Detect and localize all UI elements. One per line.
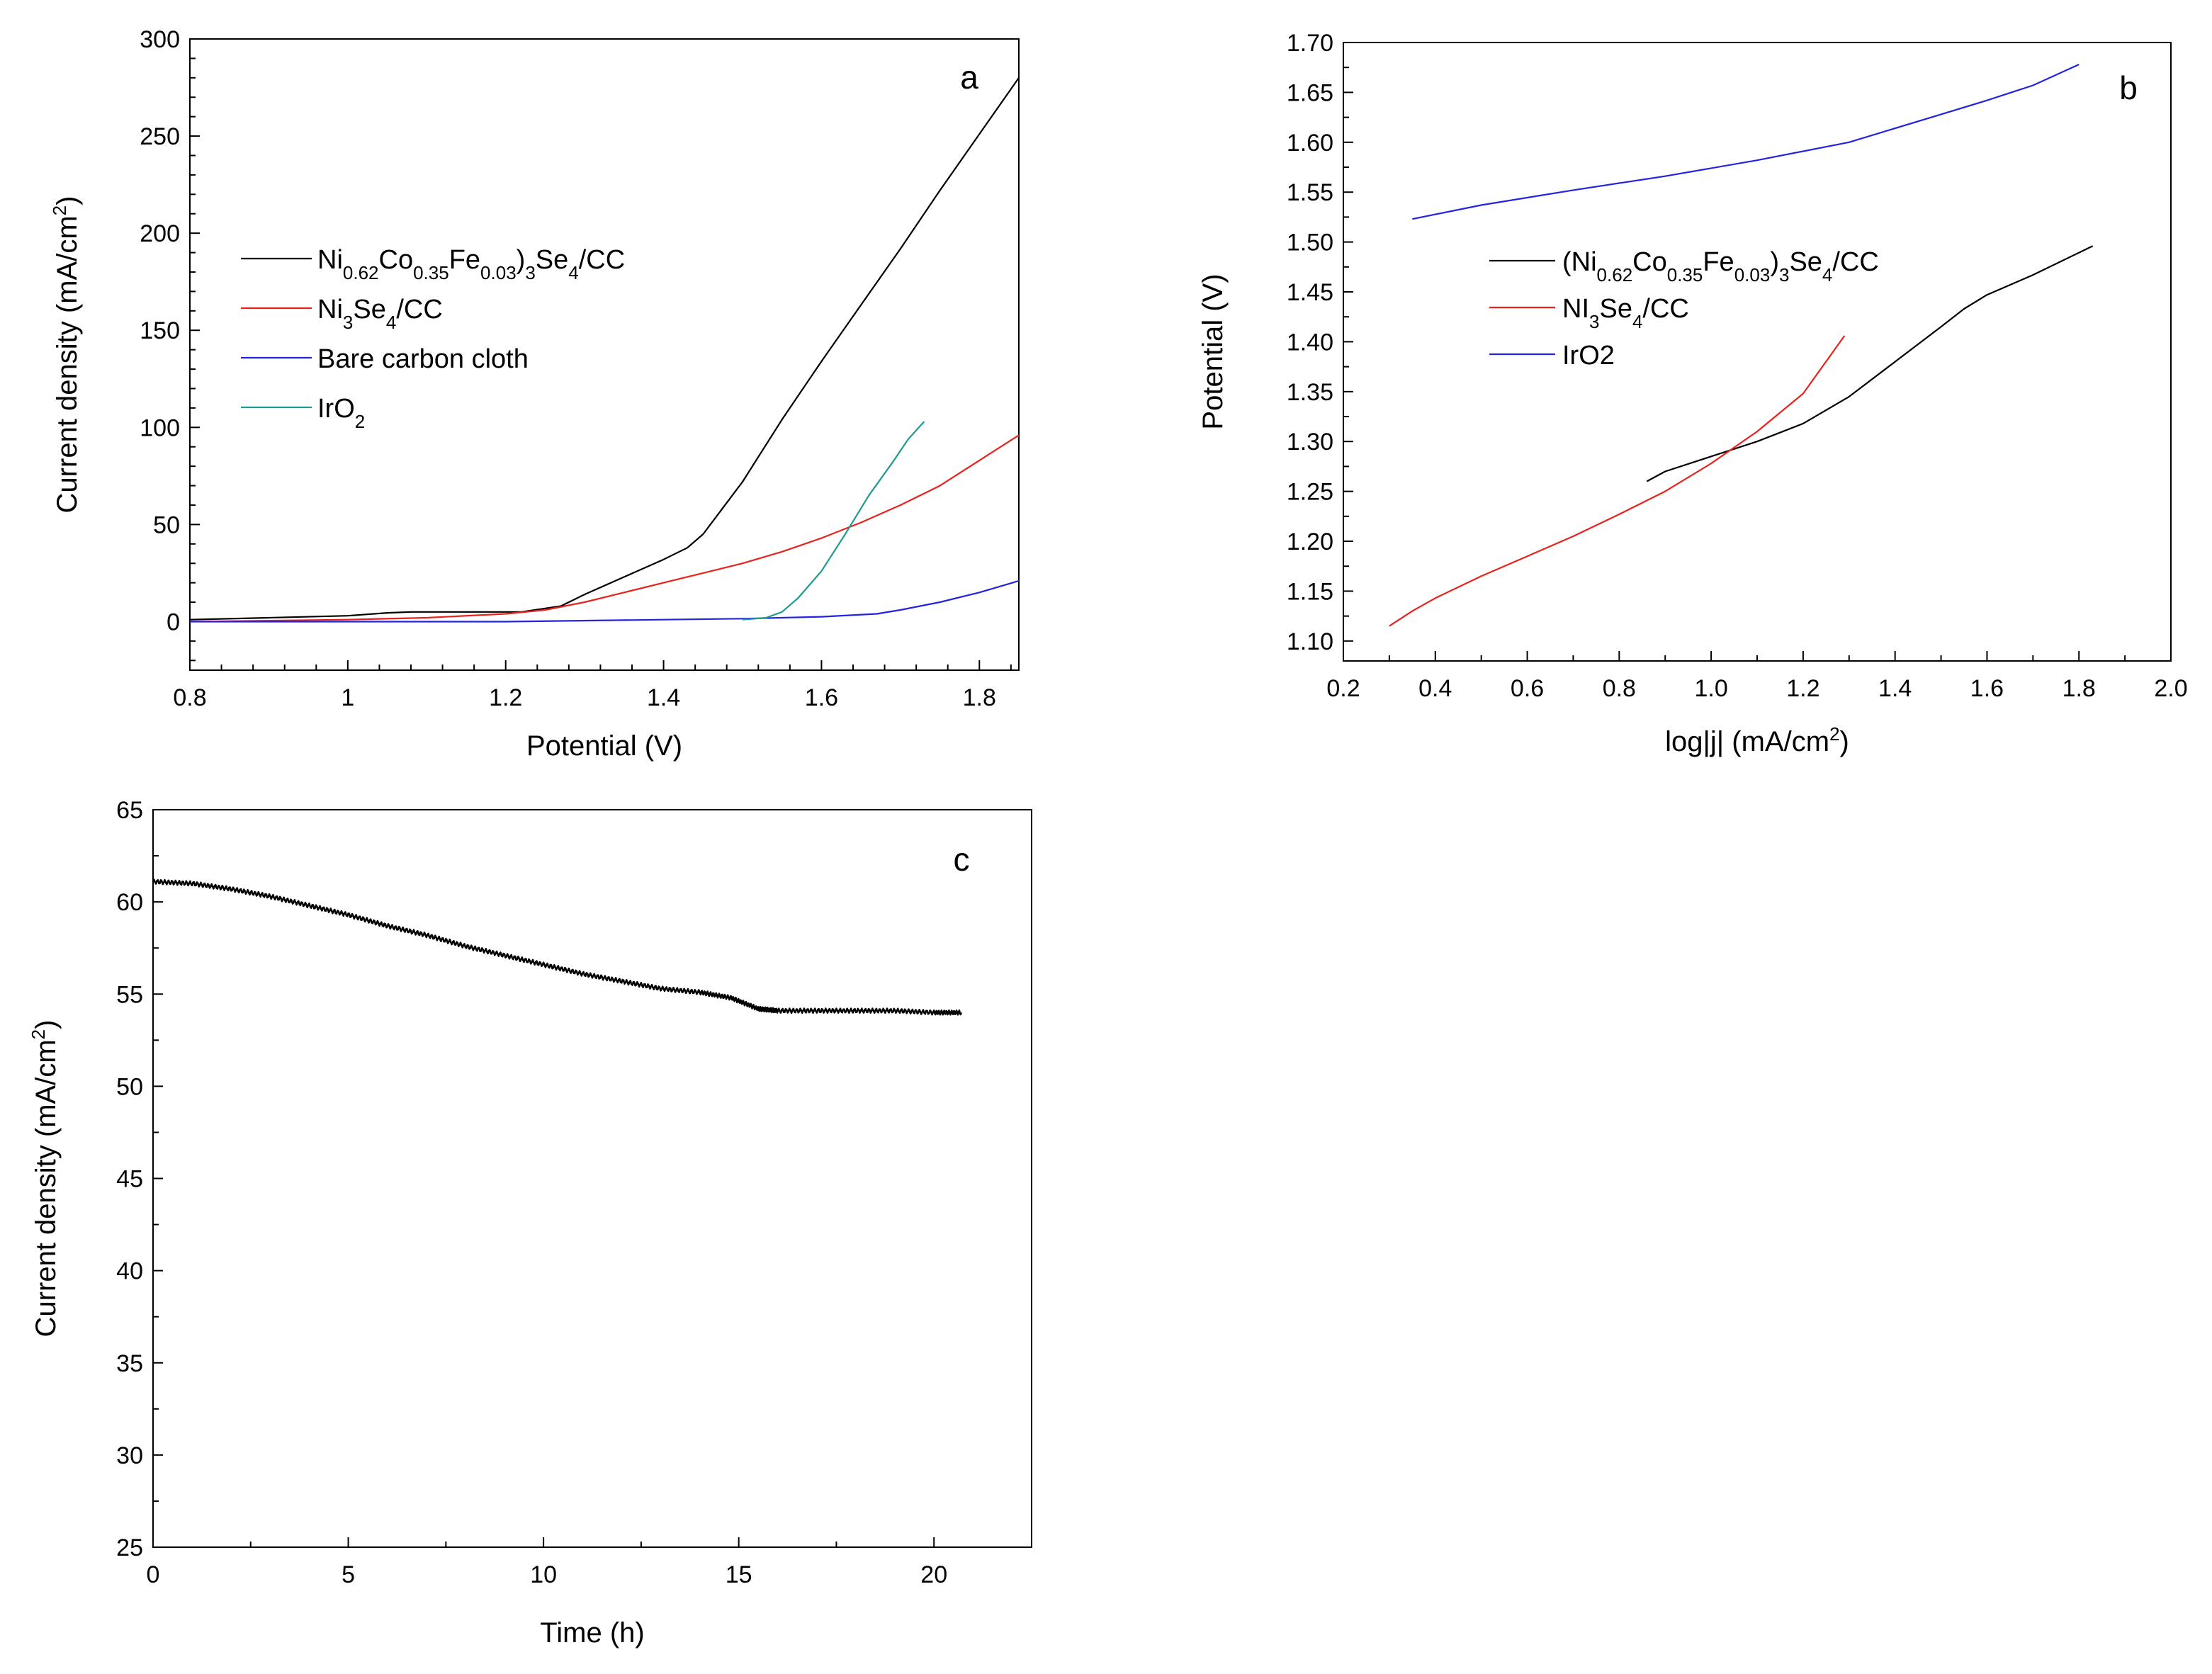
y-tick-label: 25 bbox=[116, 1534, 143, 1561]
y-axis-label: Current density (mA/cm2) bbox=[28, 1020, 62, 1337]
x-tick-label: 1.8 bbox=[2063, 675, 2096, 702]
legend-label: Ni3Se4/CC bbox=[317, 295, 443, 333]
y-tick-label: 200 bbox=[140, 220, 180, 247]
legend-label: NI3Se4/CC bbox=[1562, 294, 1689, 332]
x-tick-label: 2.0 bbox=[2154, 675, 2187, 702]
y-tick-label: 1.30 bbox=[1287, 429, 1333, 456]
y-tick-label: 40 bbox=[116, 1258, 143, 1285]
y-tick-label: 1.35 bbox=[1287, 379, 1333, 406]
y-tick-label: 1.65 bbox=[1287, 79, 1333, 106]
series-line bbox=[189, 434, 1020, 623]
y-tick-label: 50 bbox=[153, 511, 180, 538]
y-tick-label: 1.60 bbox=[1287, 130, 1333, 157]
series-line bbox=[189, 77, 1020, 621]
x-tick-label: 0.6 bbox=[1511, 675, 1544, 702]
panel-letter: b bbox=[2119, 69, 2138, 106]
series-line bbox=[742, 421, 925, 621]
series-line bbox=[1412, 63, 2080, 220]
y-tick-label: 35 bbox=[116, 1350, 143, 1377]
y-tick-label: 150 bbox=[140, 317, 180, 344]
panel-letter: c bbox=[954, 841, 970, 878]
series-line bbox=[152, 878, 962, 1016]
y-tick-label: 300 bbox=[140, 26, 180, 53]
x-tick-label: 0.8 bbox=[173, 684, 206, 711]
y-tick-label: 50 bbox=[116, 1073, 143, 1100]
panel-c-chart: 0 5 10 15 20 25 30 35 40 45 50 55 60 65 Time (h) Curren… bbox=[28, 797, 1032, 1648]
x-tick-label: 1.2 bbox=[489, 684, 522, 711]
x-tick-label: 0.8 bbox=[1603, 675, 1636, 702]
x-tick-label: 1.4 bbox=[1878, 675, 1912, 702]
y-tick-label: 0 bbox=[167, 609, 180, 635]
series-line bbox=[1389, 335, 1846, 627]
y-tick-label: 65 bbox=[116, 797, 143, 824]
y-axis-label: Current density (mA/cm2) bbox=[49, 196, 83, 514]
y-tick-label: 1.20 bbox=[1287, 528, 1333, 555]
x-tick-label: 0.4 bbox=[1418, 675, 1452, 702]
x-axis-label: Potential (V) bbox=[526, 730, 682, 762]
x-tick-label: 15 bbox=[726, 1561, 752, 1588]
x-axis-label: log|j| (mA/cm2) bbox=[1665, 723, 1849, 757]
x-tick-label: 0.2 bbox=[1326, 675, 1360, 702]
x-tick-label: 0 bbox=[147, 1561, 160, 1588]
y-tick-label: 1.40 bbox=[1287, 329, 1333, 356]
x-tick-label: 1.6 bbox=[1970, 675, 2004, 702]
panel-b-chart: 0.2 0.4 0.6 0.8 1.0 1.2 1.4 1.6 1.8 2.0 1.10 1.15 1.… bbox=[1197, 30, 2188, 757]
y-tick-label: 250 bbox=[140, 123, 180, 150]
series-line bbox=[190, 579, 1020, 623]
x-tick-label: 1.4 bbox=[647, 684, 680, 711]
series-line bbox=[1646, 245, 2094, 482]
legend-label: IrO2 bbox=[1562, 341, 1615, 371]
panel-letter: a bbox=[960, 59, 978, 96]
x-tick-label: 1.6 bbox=[805, 684, 838, 711]
y-tick-label: 55 bbox=[116, 981, 143, 1008]
x-tick-label: 1 bbox=[341, 684, 354, 711]
y-tick-label: 1.70 bbox=[1287, 30, 1333, 57]
x-tick-label: 5 bbox=[342, 1561, 355, 1588]
y-tick-label: 60 bbox=[116, 889, 143, 916]
x-tick-label: 20 bbox=[920, 1561, 947, 1588]
plot-frame bbox=[189, 38, 1020, 671]
panel-a-chart: 0.8 1 1.2 1.4 1.6 1.8 0 50 100 150 200 250 300 Potent… bbox=[49, 26, 1020, 762]
y-tick-label: 1.50 bbox=[1287, 230, 1333, 256]
y-tick-label: 1.55 bbox=[1287, 179, 1333, 206]
y-tick-label: 45 bbox=[116, 1166, 143, 1193]
y-tick-label: 1.25 bbox=[1287, 479, 1333, 506]
y-tick-label: 100 bbox=[140, 414, 180, 441]
legend-label: Ni0.62Co0.35Fe0.03)3Se4/CC bbox=[317, 245, 625, 283]
x-tick-label: 1.0 bbox=[1694, 675, 1727, 702]
legend-label: IrO2 bbox=[317, 394, 365, 432]
y-tick-label: 1.15 bbox=[1287, 578, 1333, 605]
legend-label: Bare carbon cloth bbox=[317, 344, 529, 374]
y-tick-label: 1.10 bbox=[1287, 628, 1333, 655]
legend-label: (Ni0.62Co0.35Fe0.03)3Se4/CC bbox=[1562, 247, 1879, 285]
y-axis-label: Potential (V) bbox=[1197, 273, 1229, 429]
x-axis-label: Time (h) bbox=[540, 1617, 644, 1648]
plot-frame bbox=[152, 809, 1032, 1548]
x-tick-label: 1.2 bbox=[1786, 675, 1819, 702]
y-tick-label: 1.45 bbox=[1287, 279, 1333, 306]
y-tick-label: 30 bbox=[116, 1442, 143, 1469]
plot-frame bbox=[1343, 42, 2172, 662]
x-tick-label: 10 bbox=[530, 1561, 557, 1588]
x-tick-label: 1.8 bbox=[963, 684, 996, 711]
